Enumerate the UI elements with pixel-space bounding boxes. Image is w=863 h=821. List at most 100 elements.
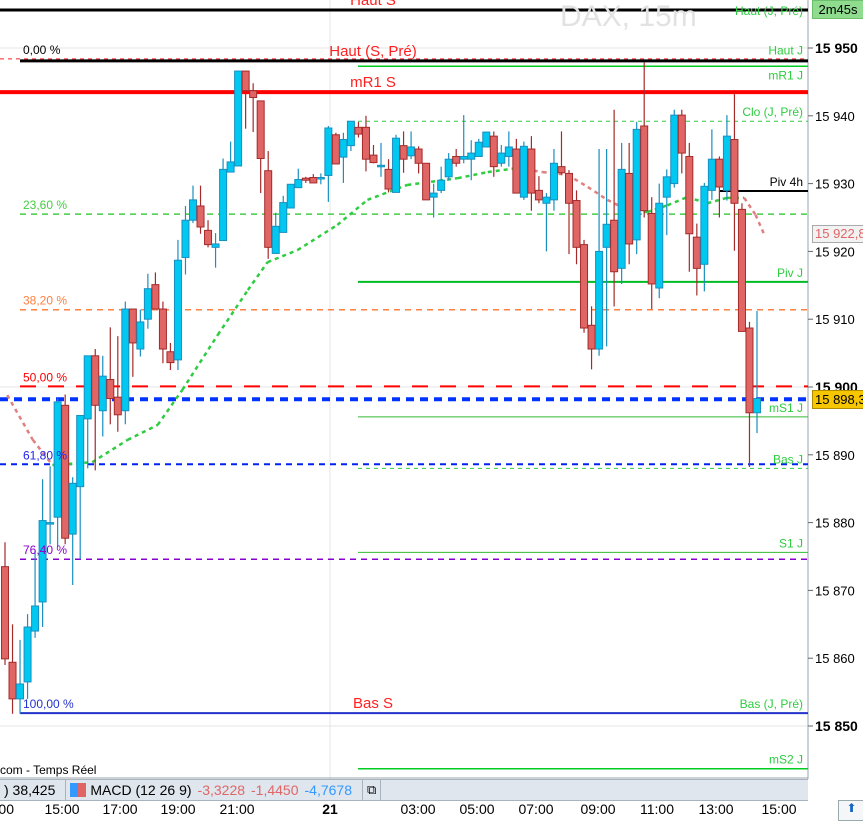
- candle-body: [707, 158, 716, 191]
- macd-value: -3,3228: [197, 782, 246, 798]
- y-tick-label: 15 950: [815, 40, 858, 56]
- candle: [414, 146, 423, 174]
- x-tick-label: 09:00: [580, 801, 616, 817]
- candle: [16, 639, 25, 714]
- candle: [572, 190, 581, 265]
- x-tick-label: 07:00: [518, 801, 554, 817]
- candle: [677, 109, 686, 174]
- y-tick-label: 15 930: [815, 177, 855, 192]
- candle-body: [46, 522, 55, 525]
- candle-body: [617, 168, 626, 269]
- candle: [331, 132, 340, 165]
- candle: [504, 131, 513, 167]
- candle: [753, 311, 761, 434]
- candle: [407, 131, 416, 160]
- ma-segment: [667, 196, 688, 207]
- macd-indicator[interactable]: MACD (12 26 9) -3,3228 -1,4450 -4,7678: [66, 780, 363, 800]
- ma-segment: [266, 248, 298, 264]
- candle: [301, 176, 310, 183]
- macd-label: MACD (12 26 9): [90, 782, 192, 798]
- candle-body: [534, 189, 543, 201]
- candle-body: [497, 152, 506, 164]
- candle: [128, 308, 137, 377]
- candle-body: [316, 176, 325, 180]
- prev-indicator-value[interactable]: ) 38,425: [0, 780, 67, 800]
- candle-body: [279, 202, 288, 233]
- level-label: 0,00 %: [23, 43, 61, 57]
- candle-body: [662, 176, 671, 198]
- candle: [53, 398, 62, 548]
- candle: [549, 149, 558, 211]
- candle: [181, 205, 190, 275]
- level-label: S1 J: [779, 536, 803, 550]
- candle-body: [331, 134, 340, 165]
- candle: [219, 158, 228, 242]
- candle: [121, 301, 130, 425]
- level-label: Haut S: [350, 0, 396, 9]
- candle-body: [271, 225, 280, 254]
- candle: [617, 142, 626, 284]
- candle-body: [692, 236, 701, 269]
- candle: [256, 100, 265, 194]
- y-tick-label: 15 860: [815, 651, 855, 666]
- candle: [647, 197, 656, 310]
- macd-histogram: -4,7678: [304, 782, 352, 798]
- candle: [474, 138, 483, 157]
- candle-body: [241, 70, 250, 92]
- ma-segment: [587, 185, 609, 201]
- candle: [437, 166, 446, 194]
- candle-body: [429, 192, 438, 198]
- candle: [286, 183, 295, 209]
- candle: [204, 220, 213, 248]
- candle: [655, 183, 664, 299]
- candle: [354, 121, 363, 138]
- price-chart[interactable]: Haut S Haut (J, Pré) 0,00 % Haut (S, Pré) Ha…: [0, 0, 863, 779]
- x-tick-label: 13:00: [698, 801, 734, 817]
- candle-body: [158, 308, 167, 350]
- time-axis[interactable]: 00 15:00 17:00 19:00 21:00 21 03:00 05:00 07:00 0…: [0, 799, 808, 819]
- x-tick-label: 21:00: [219, 801, 255, 817]
- candles: [1, 62, 761, 714]
- y-tick-label: 15 910: [815, 312, 855, 327]
- candle: [452, 149, 461, 167]
- candle-body: [655, 202, 664, 289]
- x-tick-label: 15:00: [44, 801, 80, 817]
- macd-signal: -1,4450: [251, 782, 299, 798]
- candle: [700, 182, 709, 292]
- ma-segment: [246, 261, 269, 291]
- x-tick-label: 21: [322, 801, 338, 817]
- current-price-tag: 15 898,3: [812, 390, 863, 409]
- candle: [83, 355, 92, 469]
- candle: [610, 109, 619, 307]
- candle-body: [459, 155, 468, 160]
- candle: [294, 168, 303, 189]
- restore-windows-button[interactable]: ⧉: [363, 780, 382, 800]
- candle-body: [264, 170, 273, 248]
- candle-body: [625, 172, 634, 245]
- candle-body: [339, 139, 348, 158]
- candle-body: [685, 155, 694, 235]
- candle-body: [444, 158, 453, 178]
- candle-body: [1, 566, 9, 660]
- candle-body: [309, 176, 318, 184]
- candle: [234, 70, 243, 167]
- candle: [211, 233, 220, 268]
- candle-body: [324, 127, 333, 176]
- candle: [98, 355, 107, 437]
- candle: [361, 115, 370, 172]
- x-tick-label: 03:00: [400, 801, 436, 817]
- candle-body: [219, 168, 228, 242]
- candle-body: [392, 137, 401, 193]
- candle-body: [23, 626, 32, 683]
- ma-segment: [457, 170, 489, 180]
- candle-body: [512, 148, 521, 194]
- ma-segment: [6, 394, 34, 441]
- candle: [309, 174, 318, 184]
- scroll-to-end-button[interactable]: ⬆: [838, 800, 863, 821]
- level-label: Piv 4h: [770, 175, 803, 189]
- arrow-up-icon: ⬆: [846, 801, 857, 815]
- candle-body: [226, 161, 235, 173]
- level-label: Clo (J, Pré): [742, 105, 803, 119]
- x-tick-label: 05:00: [459, 801, 495, 817]
